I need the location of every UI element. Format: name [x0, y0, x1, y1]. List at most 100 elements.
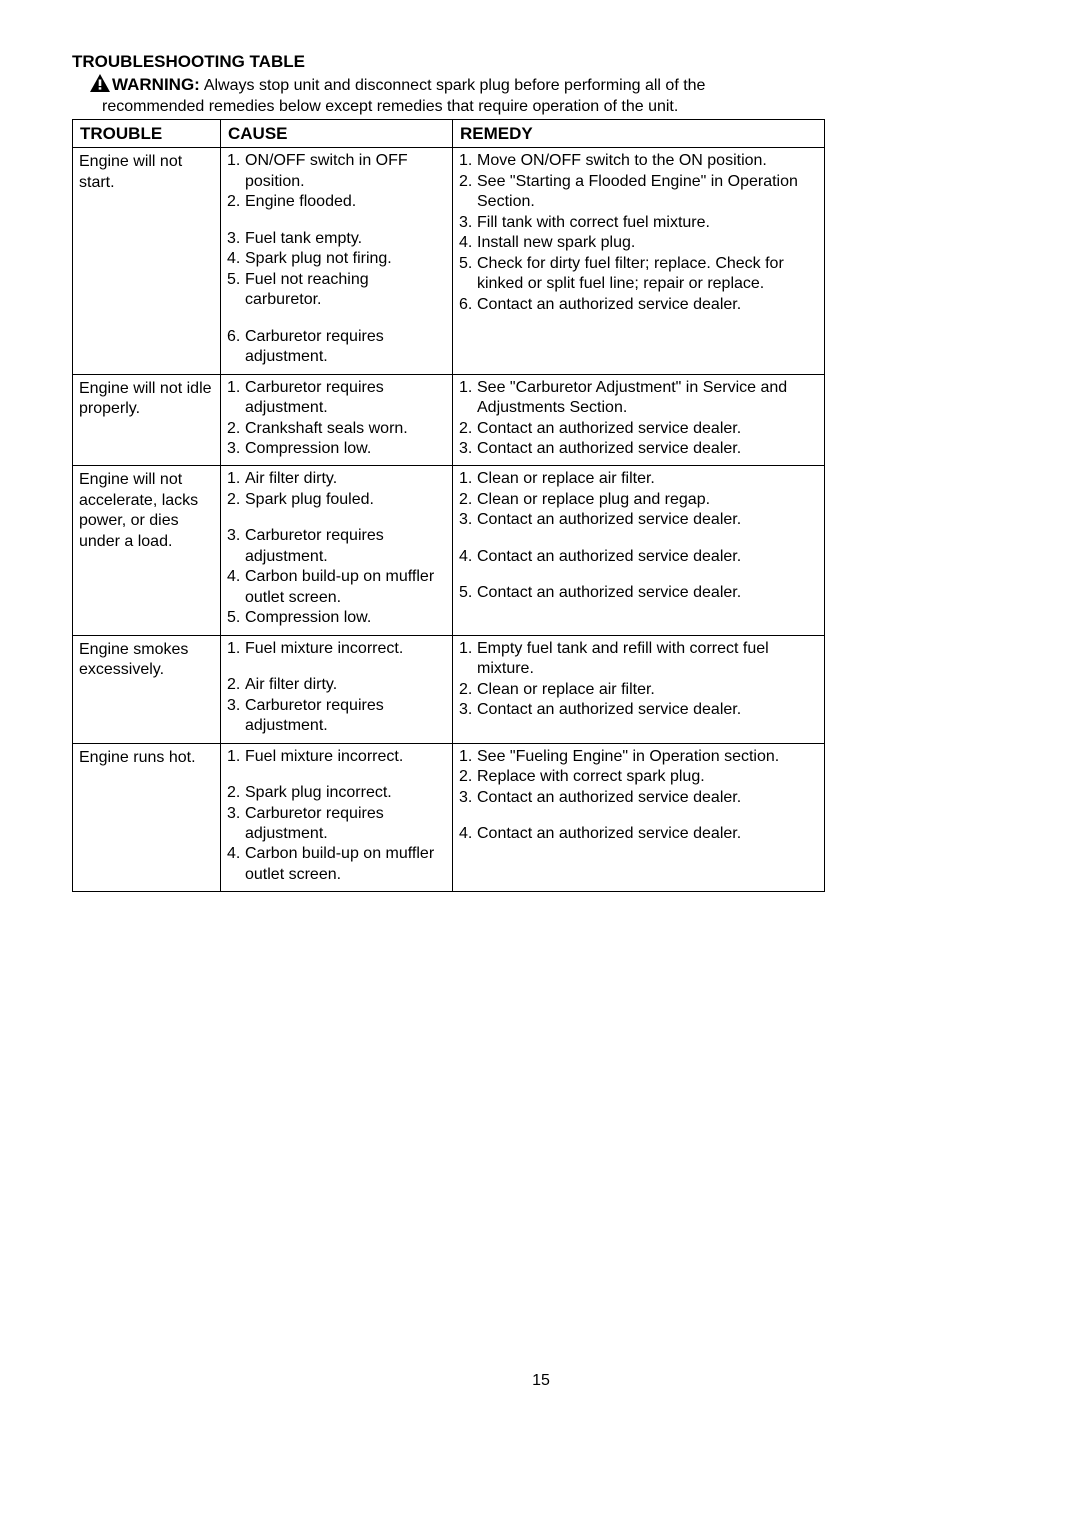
item-text: Empty fuel tank and refill with correct …: [477, 639, 818, 680]
item-number: 1.: [459, 151, 477, 171]
header-cause: CAUSE: [221, 119, 453, 148]
warning-label: WARNING:: [112, 75, 200, 94]
list-item: 4.Spark plug not firing.: [227, 249, 446, 269]
list-item: 3.Contact an authorized service dealer.: [459, 700, 818, 720]
item-number: 1.: [459, 747, 477, 767]
item-text: Move ON/OFF switch to the ON position.: [477, 151, 818, 171]
item-list: 1.See "Fueling Engine" in Operation sect…: [459, 747, 818, 845]
item-number: 1.: [227, 747, 245, 767]
spacer: [459, 808, 818, 824]
item-text: Spark plug incorrect.: [245, 783, 446, 803]
item-number: 2.: [459, 767, 477, 787]
table-row: Engine will not start.1.ON/OFF switch in…: [73, 148, 825, 374]
list-item: 1.Empty fuel tank and refill with correc…: [459, 639, 818, 680]
item-number: 1.: [227, 639, 245, 659]
item-list: 1.Move ON/OFF switch to the ON position.…: [459, 151, 818, 315]
item-text: Carburetor requires adjustment.: [245, 378, 446, 419]
troubleshooting-table: TROUBLE CAUSE REMEDY Engine will not sta…: [72, 119, 825, 893]
item-number: 1.: [227, 378, 245, 398]
list-item: 1.Fuel mixture incorrect.: [227, 639, 446, 659]
item-number: 2.: [459, 419, 477, 439]
item-text: Engine flooded.: [245, 192, 446, 212]
item-text: Air filter dirty.: [245, 469, 446, 489]
trouble-cell: Engine runs hot.: [73, 743, 221, 892]
item-text: Contact an authorized service dealer.: [477, 295, 818, 315]
item-number: 3.: [227, 526, 245, 546]
item-number: 2.: [227, 490, 245, 510]
item-list: 1.Empty fuel tank and refill with correc…: [459, 639, 818, 721]
warning-text-1: Always stop unit and disconnect spark pl…: [204, 77, 706, 94]
item-text: Clean or replace plug and regap.: [477, 490, 818, 510]
spacer: [227, 659, 446, 675]
trouble-cell: Engine will not accelerate, lacks power,…: [73, 466, 221, 635]
remedy-cell: 1.Move ON/OFF switch to the ON position.…: [453, 148, 825, 374]
item-number: 3.: [459, 213, 477, 233]
item-number: 3.: [459, 439, 477, 459]
item-number: 3.: [459, 788, 477, 808]
table-row: Engine smokes excessively.1.Fuel mixture…: [73, 635, 825, 743]
list-item: 4.Contact an authorized service dealer.: [459, 824, 818, 844]
item-list: 1.Fuel mixture incorrect.2.Spark plug in…: [227, 747, 446, 886]
table-row: Engine runs hot.1.Fuel mixture incorrect…: [73, 743, 825, 892]
item-list: 1. Air filter dirty.2.Spark plug fouled.…: [227, 469, 446, 628]
item-text: ON/OFF switch in OFF position.: [245, 151, 446, 192]
item-number: 3.: [227, 439, 245, 459]
spacer: [459, 567, 818, 583]
list-item: 5.Compression low.: [227, 608, 446, 628]
list-item: 2.Engine flooded.: [227, 192, 446, 212]
spacer: [227, 213, 446, 229]
item-number: 1.: [459, 378, 477, 398]
item-number: 2.: [227, 675, 245, 695]
spacer: [459, 531, 818, 547]
list-item: 5.Fuel not reaching carburetor.: [227, 270, 446, 311]
item-text: Contact an authorized service dealer.: [477, 419, 818, 439]
item-text: Contact an authorized service dealer.: [477, 824, 818, 844]
page-number: 15: [72, 1372, 1010, 1390]
item-text: Crankshaft seals worn.: [245, 419, 446, 439]
item-number: 3.: [227, 804, 245, 824]
item-number: 1.: [459, 639, 477, 659]
trouble-cell: Engine smokes excessively.: [73, 635, 221, 743]
list-item: 6.Contact an authorized service dealer.: [459, 295, 818, 315]
list-item: 3.Contact an authorized service dealer.: [459, 510, 818, 530]
item-number: 5.: [227, 270, 245, 290]
item-number: 4.: [227, 567, 245, 587]
item-list: 1.Carburetor requires adjustment.2.Crank…: [227, 378, 446, 460]
item-text: Carbon build-up on muffler outlet screen…: [245, 567, 446, 608]
list-item: 1.Fuel mixture incorrect.: [227, 747, 446, 767]
item-text: Contact an authorized service dealer.: [477, 547, 818, 567]
item-text: Check for dirty fuel filter; replace. Ch…: [477, 254, 818, 295]
item-text: Carburetor requires adjustment.: [245, 696, 446, 737]
item-number: 2.: [227, 419, 245, 439]
list-item: 2. Air filter dirty.: [227, 675, 446, 695]
item-number: 2.: [227, 192, 245, 212]
page-title: TROUBLESHOOTING TABLE: [72, 52, 1010, 72]
list-item: 2.Clean or replace plug and regap.: [459, 490, 818, 510]
list-item: 2.Contact an authorized service dealer.: [459, 419, 818, 439]
item-text: Carburetor requires adjustment.: [245, 327, 446, 368]
item-text: Contact an authorized service dealer.: [477, 439, 818, 459]
table-header-row: TROUBLE CAUSE REMEDY: [73, 119, 825, 148]
item-number: 3.: [459, 510, 477, 530]
list-item: 2.Replace with correct spark plug.: [459, 767, 818, 787]
item-number: 5.: [459, 583, 477, 603]
list-item: 4.Carbon build-up on muffler outlet scre…: [227, 844, 446, 885]
cause-cell: 1.Fuel mixture incorrect. 2. Air filter d…: [221, 635, 453, 743]
item-number: 2.: [459, 680, 477, 700]
item-text: Contact an authorized service dealer.: [477, 788, 818, 808]
cause-cell: 1.Carburetor requires adjustment.2.Crank…: [221, 374, 453, 466]
list-item: 5.Contact an authorized service dealer.: [459, 583, 818, 603]
spacer: [227, 311, 446, 327]
list-item: 1.Carburetor requires adjustment.: [227, 378, 446, 419]
cause-cell: 1.ON/OFF switch in OFF position.2.Engine…: [221, 148, 453, 374]
trouble-cell: Engine will not start.: [73, 148, 221, 374]
item-number: 1.: [227, 151, 245, 171]
item-text: Replace with correct spark plug.: [477, 767, 818, 787]
list-item: 1.Move ON/OFF switch to the ON position.: [459, 151, 818, 171]
item-text: See "Starting a Flooded Engine" in Opera…: [477, 172, 818, 213]
list-item: 1. Air filter dirty.: [227, 469, 446, 489]
header-trouble: TROUBLE: [73, 119, 221, 148]
cause-cell: 1.Fuel mixture incorrect.2.Spark plug in…: [221, 743, 453, 892]
item-text: Contact an authorized service dealer.: [477, 510, 818, 530]
item-text: Fuel tank empty.: [245, 229, 446, 249]
